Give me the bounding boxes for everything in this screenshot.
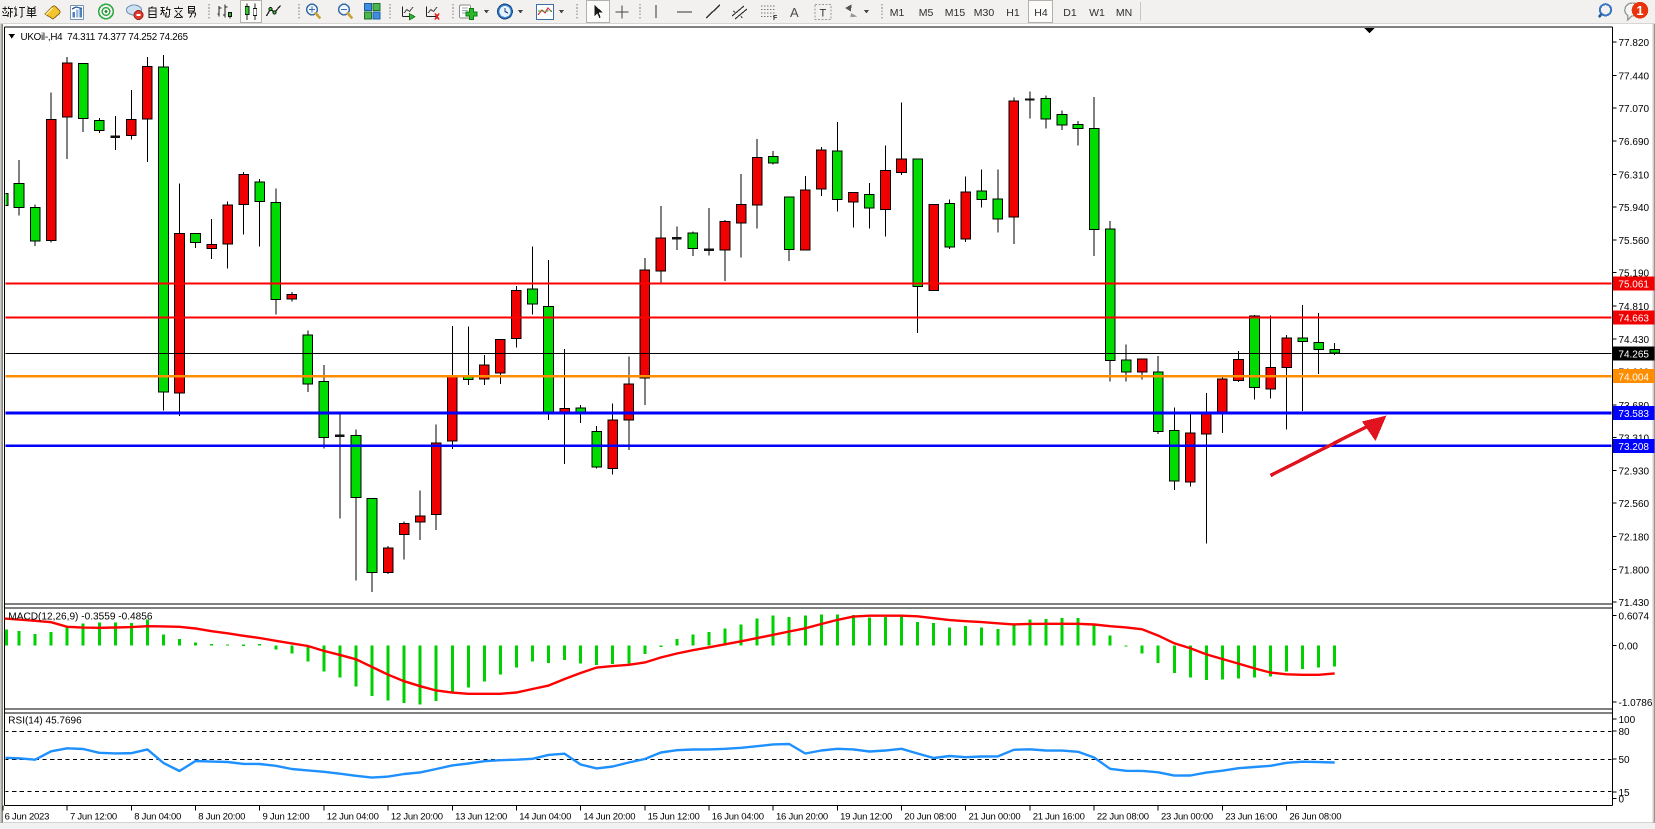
svg-text:15: 15 — [1619, 788, 1631, 799]
svg-text:75.190: 75.190 — [1619, 269, 1650, 280]
svg-text:1: 1 — [1636, 3, 1643, 18]
svg-text:12 Jun 20:00: 12 Jun 20:00 — [391, 812, 443, 823]
svg-text:21 Jun 16:00: 21 Jun 16:00 — [1033, 812, 1085, 823]
svg-text:14 Jun 20:00: 14 Jun 20:00 — [583, 812, 635, 823]
svg-text:75.560: 75.560 — [1619, 236, 1650, 247]
svg-text:71.800: 71.800 — [1619, 566, 1650, 577]
svg-text:MN: MN — [1116, 7, 1132, 19]
svg-text:80: 80 — [1619, 727, 1631, 738]
svg-text:75.940: 75.940 — [1619, 203, 1650, 214]
svg-text:77.440: 77.440 — [1619, 71, 1650, 82]
svg-text:77.070: 77.070 — [1619, 104, 1650, 115]
svg-text:12 Jun 04:00: 12 Jun 04:00 — [327, 812, 379, 823]
svg-text:23 Jun 00:00: 23 Jun 00:00 — [1161, 812, 1213, 823]
svg-text:71.430: 71.430 — [1619, 598, 1650, 609]
svg-text:MACD(12,26,9) -0.3559 -0.4856: MACD(12,26,9) -0.3559 -0.4856 — [8, 612, 153, 623]
svg-text:-1.0786: -1.0786 — [1619, 698, 1653, 709]
svg-text:M5: M5 — [919, 7, 934, 19]
svg-text:13 Jun 12:00: 13 Jun 12:00 — [455, 812, 507, 823]
svg-text:75.061: 75.061 — [1618, 280, 1649, 291]
svg-text:20 Jun 08:00: 20 Jun 08:00 — [904, 812, 956, 823]
svg-text:74.663: 74.663 — [1618, 314, 1649, 325]
svg-text:T: T — [820, 8, 827, 20]
svg-text:9 Jun 12:00: 9 Jun 12:00 — [263, 812, 310, 823]
svg-text:D1: D1 — [1063, 7, 1077, 19]
svg-text:8 Jun 20:00: 8 Jun 20:00 — [198, 812, 245, 823]
svg-text:14 Jun 04:00: 14 Jun 04:00 — [519, 812, 571, 823]
svg-text:F: F — [773, 15, 778, 22]
svg-text:M1: M1 — [890, 7, 905, 19]
svg-text:M15: M15 — [945, 7, 966, 19]
svg-text:50: 50 — [1619, 755, 1631, 766]
svg-text:26 Jun 08:00: 26 Jun 08:00 — [1289, 812, 1341, 823]
svg-text:76.690: 76.690 — [1619, 137, 1650, 148]
svg-text:100: 100 — [1619, 715, 1636, 726]
svg-text:72.930: 72.930 — [1619, 467, 1650, 478]
svg-text:8 Jun 04:00: 8 Jun 04:00 — [134, 812, 181, 823]
svg-text:0.6074: 0.6074 — [1619, 612, 1650, 623]
svg-text:H1: H1 — [1006, 7, 1020, 19]
svg-text:76.310: 76.310 — [1619, 170, 1650, 181]
svg-text:0: 0 — [1619, 794, 1625, 805]
svg-text:W1: W1 — [1089, 7, 1105, 19]
svg-text:16 Jun 20:00: 16 Jun 20:00 — [776, 812, 828, 823]
svg-text:16 Jun 04:00: 16 Jun 04:00 — [712, 812, 764, 823]
svg-text:73.208: 73.208 — [1618, 442, 1649, 453]
svg-text:UKOil-,H4 74.311 74.377 74.25: UKOil-,H4 74.311 74.377 74.252 74.265 — [21, 32, 189, 43]
svg-text:23 Jun 16:00: 23 Jun 16:00 — [1225, 812, 1277, 823]
svg-text:H4: H4 — [1034, 7, 1048, 19]
svg-text:6 Jun 2023: 6 Jun 2023 — [5, 812, 50, 823]
svg-text:77.820: 77.820 — [1619, 38, 1650, 49]
svg-text:RSI(14) 45.7696: RSI(14) 45.7696 — [8, 716, 82, 727]
svg-text:21 Jun 00:00: 21 Jun 00:00 — [969, 812, 1021, 823]
svg-text:7 Jun 12:00: 7 Jun 12:00 — [70, 812, 117, 823]
svg-text:15 Jun 12:00: 15 Jun 12:00 — [648, 812, 700, 823]
svg-text:72.180: 72.180 — [1619, 532, 1650, 543]
svg-text:74.810: 74.810 — [1619, 302, 1650, 313]
svg-text:74.430: 74.430 — [1619, 335, 1650, 346]
svg-text:0.00: 0.00 — [1619, 641, 1639, 652]
svg-text:19 Jun 12:00: 19 Jun 12:00 — [840, 812, 892, 823]
svg-text:73.583: 73.583 — [1618, 409, 1649, 420]
svg-text:22 Jun 08:00: 22 Jun 08:00 — [1097, 812, 1149, 823]
svg-text:74.004: 74.004 — [1618, 372, 1649, 383]
svg-text:74.265: 74.265 — [1618, 350, 1649, 361]
svg-text:M30: M30 — [974, 7, 995, 19]
svg-text:72.560: 72.560 — [1619, 499, 1650, 510]
svg-text:A: A — [790, 5, 799, 20]
